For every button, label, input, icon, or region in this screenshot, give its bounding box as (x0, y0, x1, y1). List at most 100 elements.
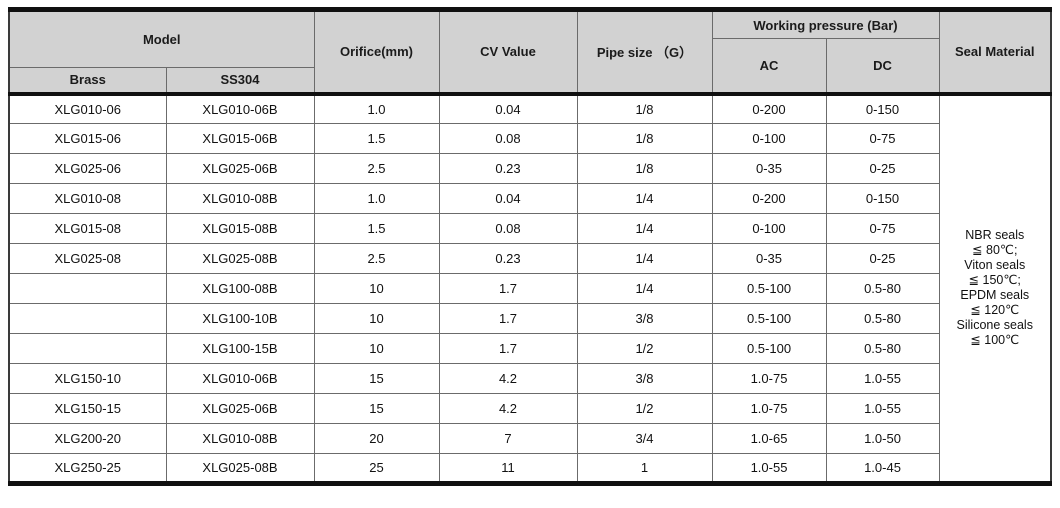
orifice-cell: 2.5 (313, 153, 440, 184)
ss304-cell: XLG100-15B (165, 333, 315, 364)
pipe-cell: 1/8 (576, 91, 713, 124)
seal-line: ≦ 150℃; (968, 273, 1021, 288)
brass-cell (8, 303, 167, 334)
cv-cell: 0.08 (438, 123, 578, 154)
ss304-cell: XLG100-08B (165, 273, 315, 304)
header-cv-value: CV Value (438, 9, 578, 94)
spec-row: XLG100-10B 10 1.7 3/8 0.5-100 0.5-80 (8, 303, 1051, 334)
dc-cell: 1.0-55 (825, 393, 940, 424)
brass-cell: XLG010-06 (8, 91, 167, 124)
header-row-1: Model Orifice(mm) CV Value Pipe size （G）… (8, 9, 1052, 94)
ss304-cell: XLG025-06B (165, 153, 315, 184)
dc-cell: 0.5-80 (825, 273, 940, 304)
ac-cell: 1.0-75 (711, 363, 827, 394)
ss304-cell: XLG025-08B (165, 453, 315, 484)
pipe-cell: 1/4 (576, 273, 713, 304)
header-model: Model (8, 9, 315, 68)
orifice-cell: 1.0 (313, 183, 440, 214)
seal-line: ≦ 120℃ (970, 303, 1020, 318)
spec-row: XLG025-06 XLG025-06B 2.5 0.23 1/8 0-35 0… (8, 153, 1051, 184)
dc-cell: 0.5-80 (825, 333, 940, 364)
cv-cell: 11 (438, 453, 578, 484)
ac-cell: 0.5-100 (711, 273, 827, 304)
header-row-2: AC DC (9, 38, 1051, 94)
brass-cell: XLG200-20 (8, 423, 167, 454)
header-brass: Brass (8, 67, 167, 94)
cv-cell: 1.7 (438, 303, 578, 334)
spec-row: XLG015-06 XLG015-06B 1.5 0.08 1/8 0-100 … (8, 123, 1051, 154)
orifice-cell: 10 (313, 303, 440, 334)
orifice-cell: 25 (313, 453, 440, 484)
dc-cell: 0.5-80 (825, 303, 940, 334)
brass-cell: XLG015-06 (8, 123, 167, 154)
cv-cell: 0.04 (438, 91, 578, 124)
seal-line: Viton seals (964, 258, 1026, 273)
ac-cell: 0-200 (711, 91, 827, 124)
pipe-cell: 1/4 (576, 243, 713, 274)
cv-cell: 7 (438, 423, 578, 454)
dc-cell: 0-150 (825, 91, 940, 124)
cv-cell: 1.7 (438, 273, 578, 304)
spec-row: XLG150-10 XLG010-06B 15 4.2 3/8 1.0-75 1… (8, 363, 1051, 394)
ss304-cell: XLG010-08B (165, 183, 315, 214)
ac-cell: 0-200 (711, 183, 827, 214)
spec-row: XLG100-15B 10 1.7 1/2 0.5-100 0.5-80 (8, 333, 1051, 364)
dc-cell: 0-75 (825, 213, 940, 244)
cv-cell: 4.2 (438, 393, 578, 424)
cv-cell: 0.23 (438, 153, 578, 184)
spec-row: XLG200-20 XLG010-08B 20 7 3/4 1.0-65 1.0… (8, 423, 1051, 454)
orifice-cell: 15 (313, 363, 440, 394)
ss304-cell: XLG015-08B (165, 213, 315, 244)
ac-cell: 0-100 (711, 213, 827, 244)
dc-cell: 0-150 (825, 183, 940, 214)
brass-cell: XLG010-08 (8, 183, 167, 214)
brass-cell: XLG250-25 (8, 453, 167, 484)
brass-cell (8, 333, 167, 364)
ac-cell: 0.5-100 (711, 303, 827, 334)
ss304-cell: XLG015-06B (165, 123, 315, 154)
seal-line: Silicone seals (956, 318, 1033, 333)
pipe-cell: 1/4 (576, 213, 713, 244)
orifice-cell: 1.5 (313, 213, 440, 244)
header-working-pressure: Working pressure (Bar) (711, 9, 940, 39)
seal-line: ≦ 100℃ (970, 333, 1020, 348)
pipe-cell: 1/4 (576, 183, 713, 214)
orifice-cell: 1.0 (313, 91, 440, 124)
orifice-cell: 1.5 (313, 123, 440, 154)
spec-row: XLG015-08 XLG015-08B 1.5 0.08 1/4 0-100 … (8, 213, 1051, 244)
pipe-cell: 1/8 (576, 153, 713, 184)
table-header: Model Orifice(mm) CV Value Pipe size （G）… (8, 9, 1052, 94)
header-pipe-size: Pipe size （G） (576, 9, 713, 94)
ac-cell: 0.5-100 (711, 333, 827, 364)
brass-cell: XLG015-08 (8, 213, 167, 244)
pipe-cell: 3/8 (576, 303, 713, 334)
brass-cell (8, 273, 167, 304)
orifice-cell: 10 (313, 273, 440, 304)
ss304-cell: XLG010-08B (165, 423, 315, 454)
ac-cell: 0-100 (711, 123, 827, 154)
ss304-cell: XLG025-08B (165, 243, 315, 274)
ac-cell: 1.0-55 (711, 453, 827, 484)
orifice-cell: 15 (313, 393, 440, 424)
cv-cell: 0.08 (438, 213, 578, 244)
table-body: XLG010-06 XLG010-06B 1.0 0.04 1/8 0-200 … (8, 91, 1052, 484)
spec-row: XLG010-06 XLG010-06B 1.0 0.04 1/8 0-200 … (8, 91, 1052, 484)
orifice-cell: 20 (313, 423, 440, 454)
cv-cell: 1.7 (438, 333, 578, 364)
seal-line: EPDM seals (960, 288, 1030, 303)
orifice-cell: 2.5 (313, 243, 440, 274)
pipe-cell: 3/8 (576, 363, 713, 394)
cv-cell: 4.2 (438, 363, 578, 394)
dc-cell: 1.0-55 (825, 363, 940, 394)
pipe-cell: 1/2 (576, 333, 713, 364)
spec-row: XLG250-25 XLG025-08B 25 11 1 1.0-55 1.0-… (8, 453, 1051, 484)
header-orifice: Orifice(mm) (313, 9, 440, 94)
seal-line: NBR seals (965, 228, 1025, 243)
dc-cell: 0-25 (825, 243, 940, 274)
pipe-cell: 3/4 (576, 423, 713, 454)
ss304-cell: XLG010-06B (165, 363, 315, 394)
header-ac: AC (711, 38, 827, 94)
dc-cell: 0-75 (825, 123, 940, 154)
spec-row: XLG025-08 XLG025-08B 2.5 0.23 1/4 0-35 0… (8, 243, 1051, 274)
